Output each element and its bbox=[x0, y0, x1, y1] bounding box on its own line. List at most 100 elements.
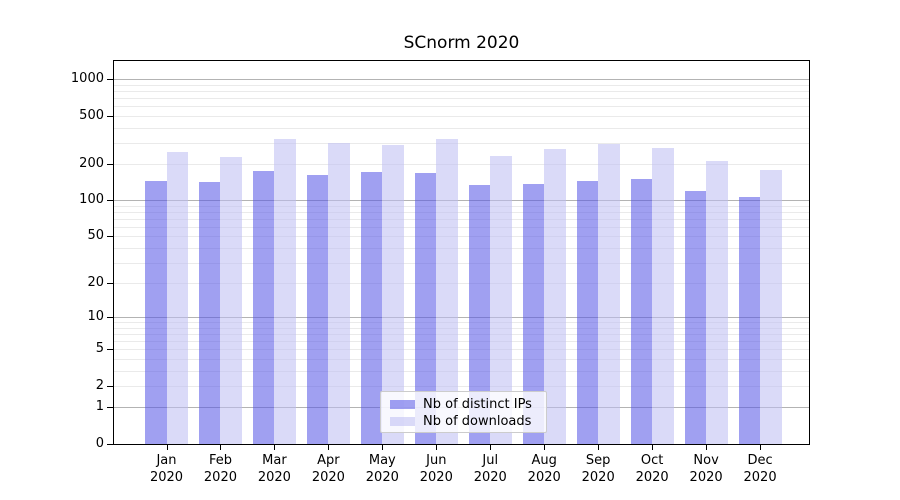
x-tick-label-jun: Jun 2020 bbox=[419, 453, 453, 485]
bar-oct-distinct-ips bbox=[630, 179, 653, 444]
gridline-90 bbox=[114, 205, 809, 207]
gridline-2 bbox=[114, 385, 809, 387]
gridline-5 bbox=[114, 349, 809, 351]
bar-aug-distinct-ips bbox=[522, 183, 545, 444]
y-tick-mark-1000 bbox=[107, 79, 113, 81]
x-tick-label-nov: Nov 2020 bbox=[689, 453, 723, 485]
gridline-200 bbox=[114, 164, 809, 165]
x-tick-label-jan: Jan 2020 bbox=[149, 453, 184, 485]
gridline-300 bbox=[114, 142, 809, 144]
x-tick-mark-apr bbox=[328, 445, 330, 450]
y-tick-label-500: 500 bbox=[79, 107, 104, 123]
y-tick-label-20: 20 bbox=[87, 275, 104, 291]
bar-dec-distinct-ips bbox=[738, 196, 761, 444]
bar-apr-downloads bbox=[328, 142, 350, 444]
x-tick-label-feb: Feb 2020 bbox=[203, 453, 237, 485]
bar-jan-downloads bbox=[166, 152, 188, 444]
gridline-20 bbox=[114, 283, 809, 285]
gridline-80 bbox=[114, 211, 809, 213]
legend: Nb of distinct IPs Nb of downloads bbox=[380, 391, 547, 433]
gridline-500 bbox=[114, 115, 809, 117]
gridline-900 bbox=[114, 84, 809, 86]
chart-title: SCnorm 2020 bbox=[403, 33, 520, 53]
gridline-1000 bbox=[114, 79, 809, 81]
plot-area bbox=[113, 60, 810, 445]
legend-swatch-distinct-ips bbox=[390, 400, 415, 409]
bar-mar-distinct-ips bbox=[252, 170, 275, 444]
x-tick-mark-oct bbox=[652, 445, 654, 450]
y-tick-label-100: 100 bbox=[79, 192, 104, 208]
x-tick-mark-jul bbox=[490, 445, 492, 450]
gridline-800 bbox=[114, 91, 809, 92]
x-tick-label-aug: Aug 2020 bbox=[527, 453, 561, 485]
gridline-600 bbox=[114, 106, 809, 108]
gridline-9 bbox=[114, 322, 809, 324]
x-tick-label-mar: Mar 2020 bbox=[257, 453, 291, 485]
y-tick-mark-1 bbox=[107, 407, 113, 409]
bar-may-distinct-ips bbox=[360, 172, 383, 444]
x-tick-mark-mar bbox=[274, 445, 276, 450]
y-tick-mark-2 bbox=[107, 385, 113, 387]
x-tick-mark-jun bbox=[436, 445, 438, 450]
y-tick-mark-20 bbox=[107, 283, 113, 285]
y-tick-mark-10 bbox=[107, 317, 113, 319]
x-tick-label-jul: Jul 2020 bbox=[473, 453, 507, 485]
gridline-40 bbox=[114, 247, 809, 249]
legend-label-downloads: Nb of downloads bbox=[423, 414, 532, 429]
legend-item-downloads: Nb of downloads bbox=[390, 413, 538, 430]
y-tick-label-2: 2 bbox=[95, 377, 104, 393]
x-tick-mark-sep bbox=[598, 445, 600, 450]
gridline-6 bbox=[114, 341, 809, 343]
y-tick-label-10: 10 bbox=[87, 309, 104, 325]
gridline-50 bbox=[114, 236, 809, 238]
bar-sep-downloads bbox=[598, 144, 620, 444]
bar-oct-downloads bbox=[652, 148, 674, 444]
y-tick-mark-500 bbox=[107, 115, 113, 117]
y-tick-mark-0 bbox=[107, 444, 113, 445]
gridline-8 bbox=[114, 327, 809, 329]
x-tick-label-sep: Sep 2020 bbox=[581, 453, 615, 485]
legend-swatch-downloads bbox=[390, 417, 415, 426]
y-tick-label-0: 0 bbox=[95, 436, 104, 451]
x-tick-mark-nov bbox=[706, 445, 708, 450]
gridline-7 bbox=[114, 334, 809, 336]
y-tick-label-1000: 1000 bbox=[70, 71, 104, 87]
bar-aug-downloads bbox=[544, 148, 566, 444]
bar-feb-downloads bbox=[220, 157, 242, 444]
bar-jan-distinct-ips bbox=[145, 181, 167, 444]
y-tick-label-1: 1 bbox=[95, 399, 104, 415]
y-tick-mark-5 bbox=[107, 349, 113, 351]
x-tick-label-dec: Dec 2020 bbox=[743, 453, 777, 485]
x-tick-mark-aug bbox=[544, 445, 546, 450]
bar-jun-downloads bbox=[436, 138, 458, 444]
y-tick-label-5: 5 bbox=[95, 341, 104, 357]
x-tick-mark-may bbox=[382, 445, 384, 450]
gridline-10 bbox=[114, 317, 809, 319]
bar-jun-distinct-ips bbox=[414, 172, 437, 444]
y-tick-mark-200 bbox=[107, 164, 113, 165]
x-tick-label-apr: Apr 2020 bbox=[311, 453, 345, 485]
gridline-60 bbox=[114, 226, 809, 228]
x-tick-mark-jan bbox=[166, 445, 168, 450]
gridline-700 bbox=[114, 98, 809, 100]
x-tick-label-may: May 2020 bbox=[365, 453, 399, 485]
bar-may-downloads bbox=[382, 144, 404, 444]
gridline-30 bbox=[114, 262, 809, 264]
x-tick-mark-dec bbox=[760, 445, 762, 450]
bar-jul-downloads bbox=[490, 155, 512, 444]
x-tick-label-oct: Oct 2020 bbox=[635, 453, 669, 485]
bar-apr-distinct-ips bbox=[306, 174, 329, 444]
bar-mar-downloads bbox=[274, 138, 296, 444]
gridline-4 bbox=[114, 359, 809, 361]
x-tick-mark-feb bbox=[220, 445, 222, 450]
y-tick-label-50: 50 bbox=[87, 228, 104, 244]
bar-nov-downloads bbox=[706, 161, 728, 444]
gridline-3 bbox=[114, 370, 809, 372]
y-tick-mark-100 bbox=[107, 200, 113, 202]
y-tick-label-200: 200 bbox=[79, 156, 104, 171]
gridline-100 bbox=[114, 200, 809, 202]
bar-sep-distinct-ips bbox=[576, 180, 599, 444]
gridline-70 bbox=[114, 218, 809, 220]
legend-item-distinct-ips: Nb of distinct IPs bbox=[390, 396, 538, 413]
